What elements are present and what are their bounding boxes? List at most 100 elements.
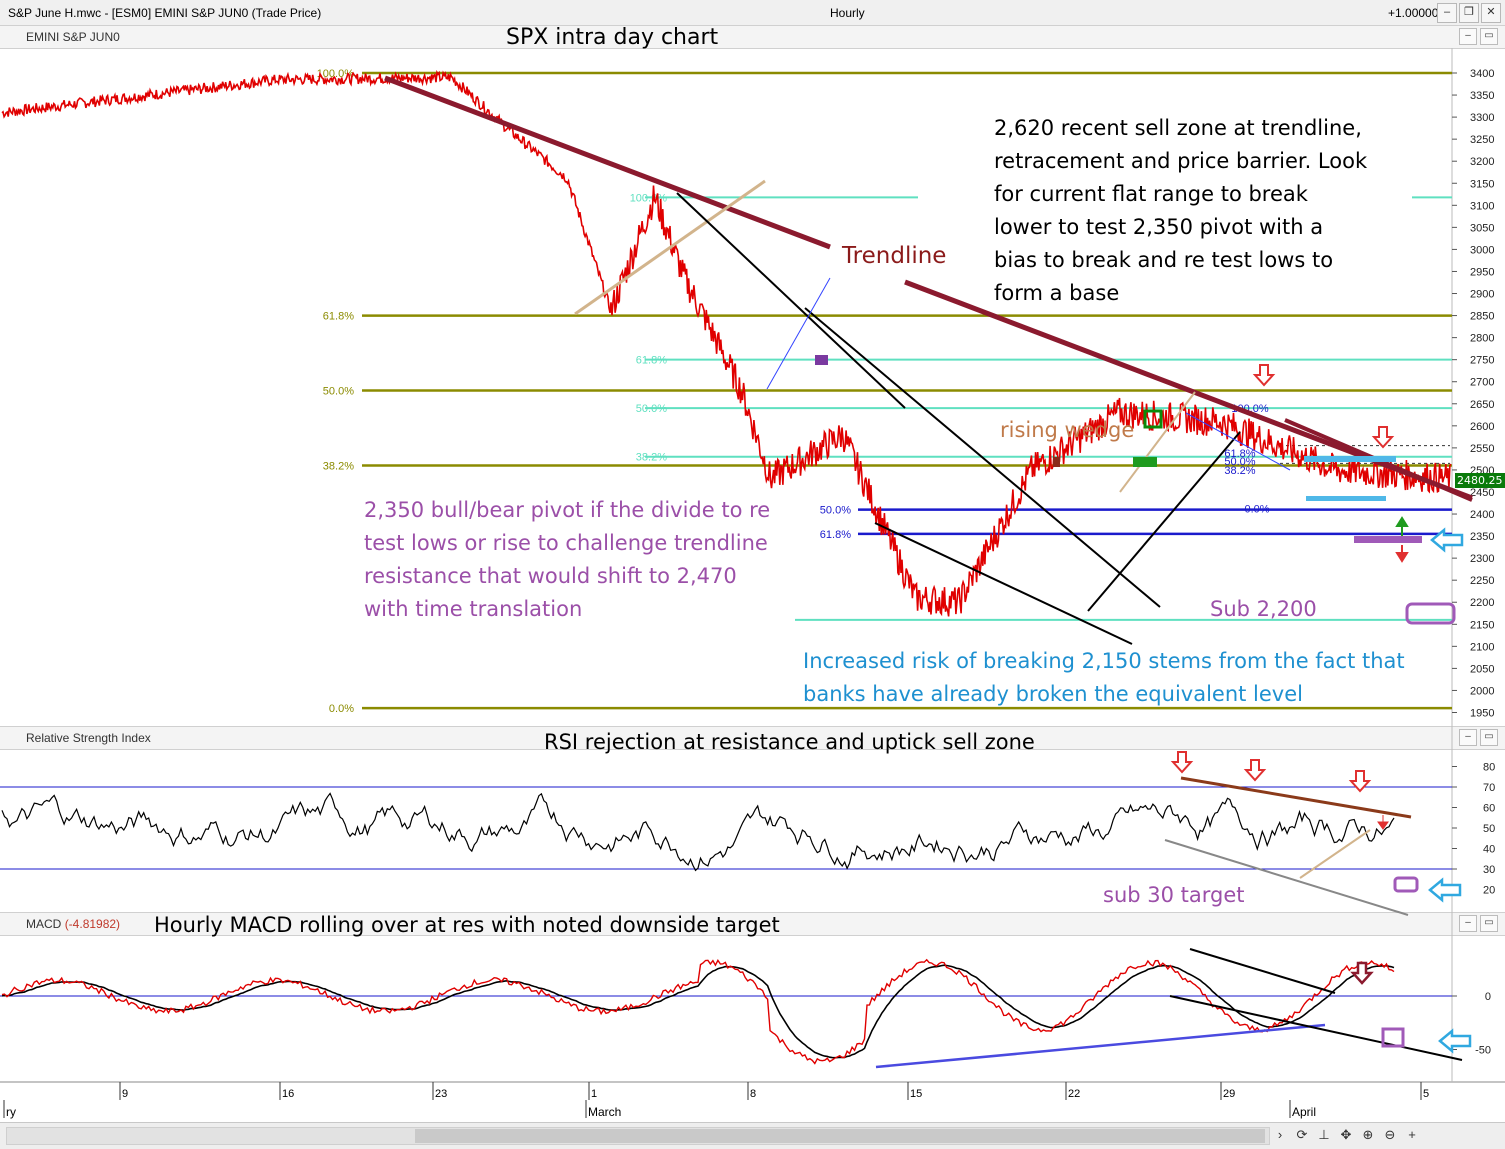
window-title: S&P June H.mwc - [ESM0] EMINI S&P JUN0 (… <box>8 6 322 20</box>
price-y-tick-label: 3400 <box>1470 68 1494 80</box>
zoom-out-icon[interactable]: ⊖ <box>1384 1127 1396 1142</box>
time-day-label: 15 <box>910 1088 922 1100</box>
minimize-icon[interactable]: – <box>1437 3 1457 23</box>
price-y-tick-label: 3000 <box>1470 244 1494 256</box>
macd-pane-restore-icon[interactable]: ▭ <box>1480 915 1498 932</box>
pivot-marker <box>1354 536 1422 543</box>
price-y-tick-label: 2100 <box>1470 641 1494 653</box>
scrollbar-thumb[interactable] <box>415 1129 1265 1143</box>
price-y-tick-label: 2250 <box>1470 575 1494 587</box>
left-arrow-icon <box>1430 527 1464 553</box>
pivot-support-label: 50.0% <box>820 505 851 517</box>
fib-level-label: 61.8% <box>323 311 354 323</box>
add-icon[interactable]: + <box>1408 1127 1416 1142</box>
time-month-label: March <box>588 1105 621 1119</box>
multiplier-label: +1.00000 <box>1388 6 1439 20</box>
price-y-tick-label: 2600 <box>1470 421 1494 433</box>
rsi-sell-arrow-icon <box>1348 770 1372 793</box>
restore-icon[interactable]: ❐ <box>1459 3 1479 23</box>
price-y-tick-label: 2300 <box>1470 553 1494 565</box>
rsi-pane-restore-icon[interactable]: ▭ <box>1480 729 1498 746</box>
green-box-marker <box>1143 409 1163 429</box>
fib-mid-label: 61.8% <box>636 355 667 367</box>
rsi-name-label: Relative Strength Index <box>26 731 151 745</box>
macd-series-line <box>1 958 1395 1065</box>
range-bottom-marker <box>1306 496 1386 501</box>
scroll-right-icon[interactable]: › <box>1277 1127 1283 1142</box>
fib-right-label: 38.2% <box>1224 465 1255 477</box>
macd-name-label: MACD (-4.81982) <box>26 917 121 931</box>
brown-bar-marker <box>1053 457 1060 467</box>
macd-target-box <box>1381 1027 1405 1048</box>
time-day-label: 22 <box>1068 1088 1080 1100</box>
macd-chart-title: Hourly MACD rolling over at res with not… <box>154 913 780 937</box>
pane-minimize-icon[interactable]: – <box>1459 28 1477 45</box>
macd-y-tick-label: 0 <box>1485 991 1491 1003</box>
price-y-tick-label: 2700 <box>1470 377 1494 389</box>
pane-restore-icon[interactable]: ▭ <box>1480 28 1498 45</box>
price-y-tick-label: 2950 <box>1470 266 1494 278</box>
price-y-tick-label: 2000 <box>1470 685 1494 697</box>
price-y-tick-label: 3100 <box>1470 200 1494 212</box>
period-label: Hourly <box>830 6 865 20</box>
time-month-label: April <box>1292 1105 1316 1119</box>
sell-zone-line: for current flat range to break <box>994 182 1308 206</box>
rsi-target-box <box>1393 876 1419 893</box>
sub-2200-label: Sub 2,200 <box>1210 597 1317 621</box>
close-icon[interactable]: ✕ <box>1481 3 1501 23</box>
sell-zone-line: form a base <box>994 281 1120 305</box>
macd-resistance-line <box>1189 948 1336 994</box>
refresh-icon[interactable]: ⟳ <box>1296 1127 1308 1142</box>
target-box-marker <box>1405 602 1456 625</box>
time-day-label: 8 <box>750 1088 756 1100</box>
chart-canvas: 1950200020502100215022002250230023502400… <box>0 48 1505 1119</box>
price-y-tick-label: 1950 <box>1470 708 1494 720</box>
zoom-in-icon[interactable]: ⊕ <box>1362 1127 1374 1142</box>
trendline-label: Trendline <box>842 243 947 269</box>
price-series-line <box>1 69 1452 617</box>
rsi-y-tick-label: 30 <box>1483 864 1495 876</box>
macd-signal-line <box>1 964 1395 1059</box>
time-day-label: 23 <box>435 1088 447 1100</box>
price-y-tick-label: 3250 <box>1470 134 1494 146</box>
rsi-pane-header: Relative Strength Index – ▭ <box>0 726 1505 750</box>
rsi-chart-title: RSI rejection at resistance and uptick s… <box>544 730 1035 754</box>
main-trendline <box>384 75 831 250</box>
macd-left-arrow-icon <box>1438 1028 1472 1054</box>
pivot-line: with time translation <box>364 597 583 621</box>
pivot-line: 2,350 bull/bear pivot if the divide to r… <box>364 498 771 522</box>
rsi-sell-arrow-icon <box>1243 759 1267 782</box>
macd-pane-minimize-icon[interactable]: – <box>1459 915 1477 932</box>
time-day-label: 9 <box>122 1088 128 1100</box>
macd-y-tick-label: -50 <box>1475 1045 1491 1057</box>
window-titlebar: S&P June H.mwc - [ESM0] EMINI S&P JUN0 (… <box>0 0 1505 27</box>
rsi-wedge-line <box>1299 829 1371 879</box>
price-y-tick-label: 2150 <box>1470 619 1494 631</box>
price-pane-header: EMINI S&P JUN0 – ▭ <box>0 25 1505 49</box>
rsi-resistance-line <box>1180 776 1412 819</box>
price-y-tick-label: 2850 <box>1470 311 1494 323</box>
sell-zone-line: 2,620 recent sell zone at trendline, <box>994 116 1362 140</box>
macd-support-line <box>875 1023 1326 1069</box>
crosshair-icon[interactable]: ⊥ <box>1318 1127 1330 1142</box>
rsi-sell-arrow-icon <box>1170 751 1194 774</box>
sell-arrow-icon <box>1371 426 1395 449</box>
rsi-y-tick-label: 40 <box>1483 844 1495 856</box>
range-top-marker <box>1304 456 1396 462</box>
pivot-annotation: 2,350 bull/bear pivot if the divide to r… <box>364 494 770 626</box>
price-y-tick-label: 2200 <box>1470 597 1494 609</box>
price-y-tick-label: 2350 <box>1470 531 1494 543</box>
price-y-tick-label: 3200 <box>1470 156 1494 168</box>
up-arrow-icon <box>1395 516 1409 536</box>
fib-level-label: 100.0% <box>317 68 355 80</box>
price-y-tick-label: 2400 <box>1470 509 1494 521</box>
move-icon[interactable]: ✥ <box>1340 1127 1352 1142</box>
pivot-support-label: 61.8% <box>820 529 851 541</box>
rsi-pane-minimize-icon[interactable]: – <box>1459 729 1477 746</box>
pivot-line: test lows or rise to challenge trendline <box>364 531 768 555</box>
horizontal-scrollbar[interactable] <box>6 1127 1270 1145</box>
price-y-tick-label: 2550 <box>1470 443 1494 455</box>
sell-zone-line: lower to test 2,350 pivot with a <box>994 215 1324 239</box>
rising-wedge-label: rising wedge <box>1000 418 1135 442</box>
time-day-label: 1 <box>591 1088 597 1100</box>
